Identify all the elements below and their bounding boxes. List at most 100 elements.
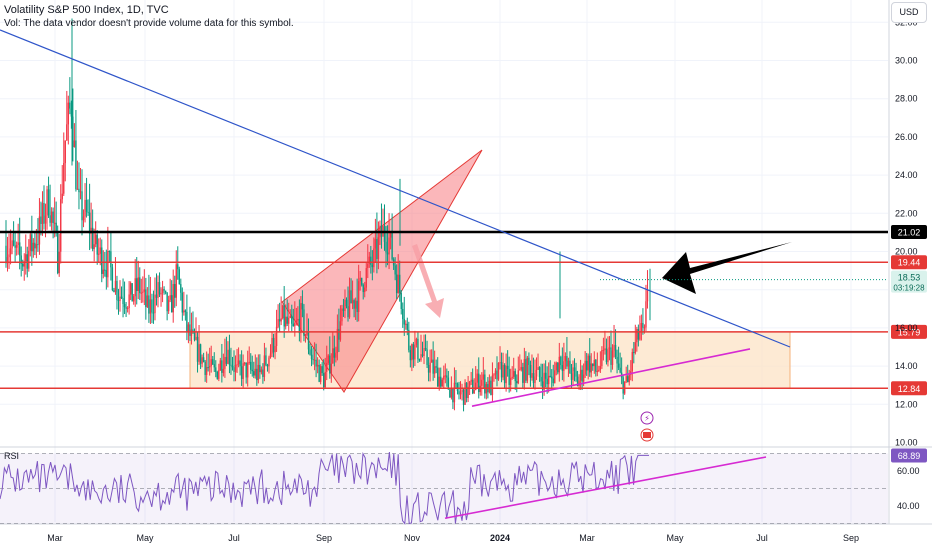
candle-body (330, 363, 333, 374)
candle-body (180, 284, 182, 293)
candle-body (5, 245, 7, 264)
candle-body (88, 212, 91, 234)
candle-body (289, 315, 291, 318)
candle-body (310, 354, 313, 359)
candle-body (566, 356, 568, 367)
candle-body (189, 324, 191, 336)
level-tag-bg (891, 255, 927, 270)
price-tick-label: 12.00 (895, 399, 918, 409)
candle-body (587, 355, 589, 371)
lightning-icon (640, 411, 654, 425)
candle-body (237, 360, 240, 365)
candle-body (468, 381, 471, 387)
candle-body (414, 344, 416, 360)
candle-body (338, 328, 340, 340)
candle-body (81, 191, 83, 221)
candle-body (125, 307, 127, 309)
candle-body (581, 369, 583, 382)
currency-button[interactable]: USD (891, 2, 927, 23)
candle-body (329, 355, 331, 374)
candle-body (601, 350, 603, 367)
candle-body (272, 337, 275, 353)
candle-body (178, 269, 180, 285)
candle-body (339, 321, 342, 340)
candle-body (500, 362, 503, 378)
candle-body (353, 300, 355, 309)
candle-body (221, 360, 223, 373)
candle-body (222, 368, 225, 373)
candle-body (148, 295, 150, 314)
candle-body (481, 379, 483, 386)
candle-body (607, 349, 609, 363)
candle-body (262, 369, 264, 377)
price-tick-label: 16.00 (895, 323, 918, 333)
candle-body (55, 222, 57, 233)
candle-body (592, 363, 594, 367)
candle-body (213, 364, 215, 368)
candle-body (595, 359, 597, 372)
candle-body (519, 369, 521, 371)
candle-body (79, 191, 82, 193)
candle-body (22, 263, 24, 267)
candle-body (297, 318, 299, 321)
candle-body (301, 303, 304, 310)
rsi-tick-label: 40.00 (897, 501, 920, 511)
candle-body (429, 362, 431, 373)
candle-body (326, 362, 328, 372)
candle-body (525, 359, 527, 381)
candle-body (75, 140, 77, 190)
candle-body (622, 377, 624, 394)
candle-body (294, 322, 296, 327)
candle-body (395, 274, 398, 293)
candle-body (564, 356, 567, 362)
candle-body (60, 199, 62, 252)
candle-body (345, 299, 348, 307)
candle-body (120, 296, 123, 299)
candle-body (61, 193, 63, 200)
candle-body (312, 358, 314, 360)
candle-body (40, 216, 42, 224)
candle-body (356, 300, 358, 312)
candle-body (467, 386, 469, 399)
candle-body (461, 389, 463, 393)
candle-body (38, 216, 41, 245)
candle-body (529, 364, 532, 378)
candle-body (547, 375, 550, 385)
candle-body (192, 329, 194, 332)
candle-body (215, 367, 217, 373)
candle-body (198, 344, 200, 362)
candle-body (8, 254, 10, 258)
volume-note: Vol: The data vendor doesn't provide vol… (4, 18, 294, 29)
candle-body (484, 374, 486, 394)
last-price-value: 18.53 (898, 273, 921, 283)
candle-body (113, 290, 115, 293)
candle-body (313, 359, 316, 361)
candle-body (269, 353, 272, 358)
candle-body (526, 357, 529, 381)
candle-body (493, 374, 495, 376)
candle-body (589, 355, 591, 373)
candle-body (438, 376, 440, 387)
candle-body (263, 355, 266, 377)
candle-body (96, 234, 98, 255)
candle-body (98, 253, 100, 255)
candle-body (377, 237, 380, 259)
candle-body (616, 356, 618, 364)
candle-body (318, 364, 320, 382)
consolidation-box (189, 331, 791, 389)
candle-body (344, 299, 346, 311)
candle-body (76, 188, 79, 190)
candle-body (34, 242, 36, 249)
candle-body (560, 356, 562, 366)
candle-body (538, 367, 541, 377)
candle-body (421, 354, 424, 357)
candle-body (306, 331, 308, 335)
candle-body (406, 323, 409, 330)
candle-body (167, 299, 170, 312)
candle-body (63, 163, 65, 194)
candle-body (348, 290, 351, 318)
candle-body (117, 300, 120, 302)
candle-body (315, 359, 317, 367)
candle-body (628, 374, 630, 383)
